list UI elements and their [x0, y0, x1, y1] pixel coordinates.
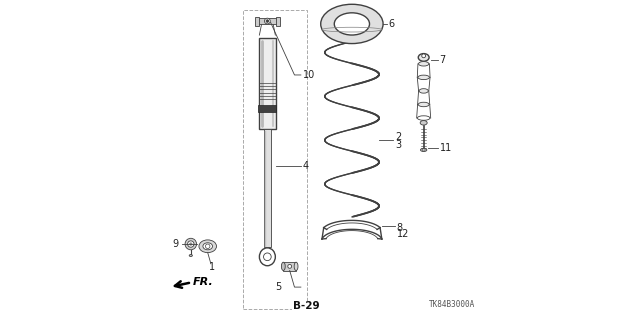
Ellipse shape	[294, 262, 298, 271]
Ellipse shape	[419, 54, 429, 61]
Bar	[243, 10, 307, 309]
Bar	[259, 105, 276, 112]
Text: 2: 2	[395, 132, 401, 142]
Circle shape	[422, 54, 426, 58]
Circle shape	[189, 243, 192, 245]
Text: 5: 5	[275, 282, 282, 292]
Bar	[284, 262, 296, 271]
Ellipse shape	[420, 121, 427, 125]
Ellipse shape	[189, 255, 193, 256]
Ellipse shape	[334, 13, 369, 35]
Text: 8: 8	[397, 223, 403, 233]
Ellipse shape	[321, 4, 383, 44]
Circle shape	[266, 20, 269, 22]
Ellipse shape	[418, 75, 429, 80]
Ellipse shape	[418, 102, 429, 107]
Text: B-29: B-29	[293, 301, 319, 311]
Text: 11: 11	[440, 143, 452, 153]
Text: 10: 10	[303, 70, 315, 80]
Bar	[258, 18, 276, 24]
Circle shape	[205, 244, 210, 249]
Circle shape	[188, 241, 194, 247]
Text: 7: 7	[440, 55, 446, 65]
Bar	[264, 129, 271, 247]
Ellipse shape	[199, 240, 216, 253]
Circle shape	[288, 264, 292, 268]
Bar	[259, 38, 276, 129]
Bar	[255, 17, 259, 26]
Circle shape	[185, 238, 196, 250]
Ellipse shape	[420, 148, 427, 152]
Ellipse shape	[419, 62, 429, 66]
Text: 9: 9	[172, 239, 178, 249]
Circle shape	[264, 18, 270, 24]
Ellipse shape	[259, 248, 275, 266]
Text: 3: 3	[395, 140, 401, 150]
Ellipse shape	[422, 149, 425, 151]
Circle shape	[264, 253, 271, 261]
Ellipse shape	[419, 89, 428, 93]
Text: TK84B3000A: TK84B3000A	[428, 300, 475, 309]
Text: FR.: FR.	[193, 277, 213, 287]
Ellipse shape	[203, 243, 212, 250]
Ellipse shape	[417, 116, 430, 120]
Bar	[276, 17, 280, 26]
Text: 4: 4	[303, 161, 308, 171]
Text: 6: 6	[388, 19, 395, 29]
Text: 12: 12	[397, 229, 409, 240]
Text: 1: 1	[209, 262, 216, 272]
Ellipse shape	[282, 262, 285, 271]
